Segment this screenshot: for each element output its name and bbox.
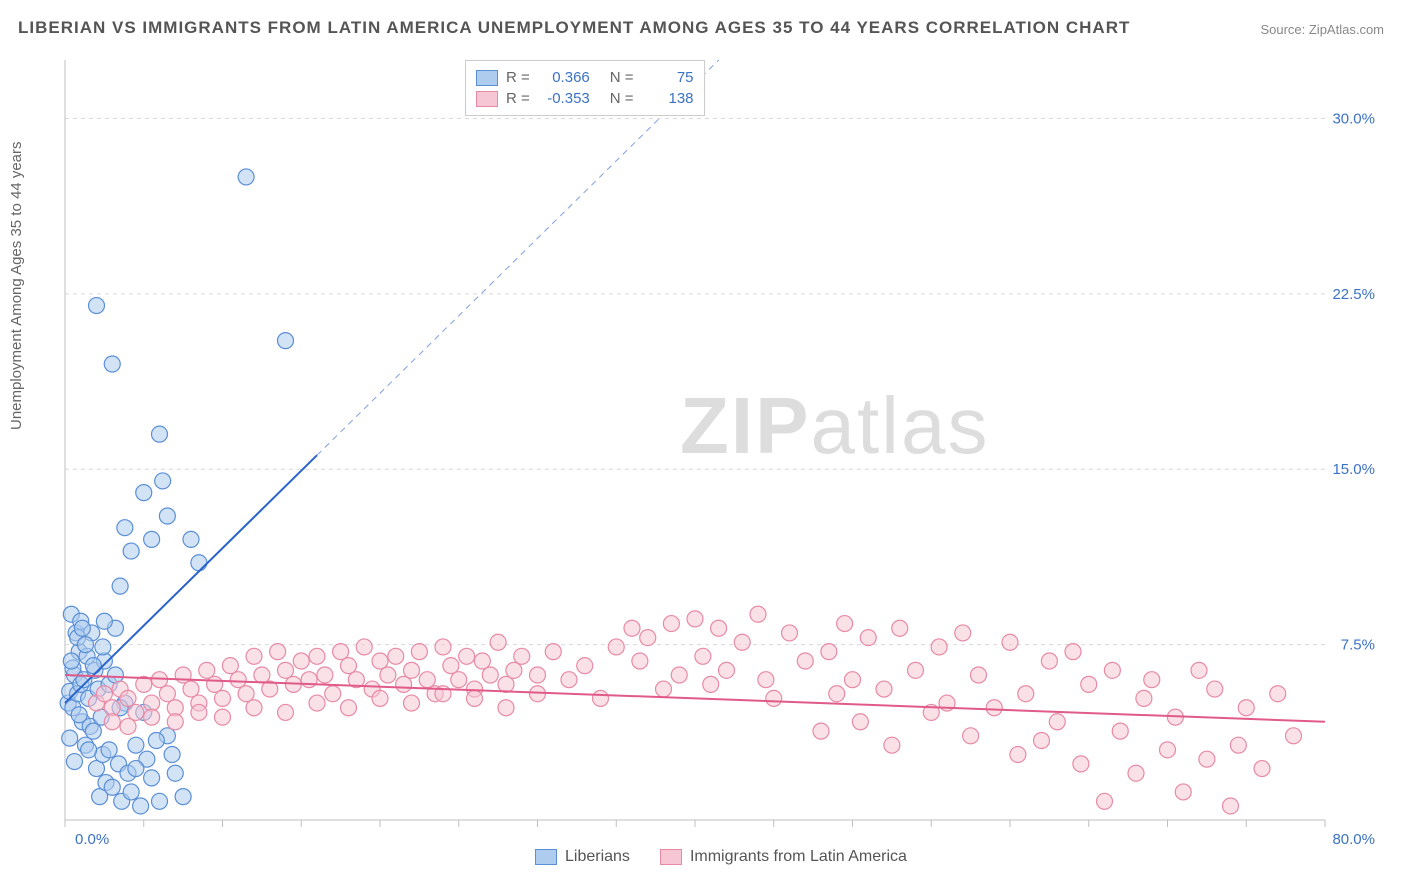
legend: Liberians Immigrants from Latin America (535, 848, 907, 866)
series-swatch (476, 70, 498, 86)
n-label: N = (610, 69, 634, 86)
legend-label: Liberians (565, 848, 630, 866)
chart-area: 7.5% 15.0% 22.5% 30.0% 0.0% 80.0% (55, 60, 1385, 850)
r-label: R = (506, 90, 530, 107)
r-label: R = (506, 69, 530, 86)
svg-text:30.0%: 30.0% (1332, 110, 1375, 127)
source-label: Source: ZipAtlas.com (1260, 22, 1384, 37)
svg-text:22.5%: 22.5% (1332, 286, 1375, 303)
legend-item: Immigrants from Latin America (660, 848, 907, 866)
svg-text:0.0%: 0.0% (75, 831, 109, 848)
n-value: 138 (642, 90, 694, 107)
legend-swatch (535, 849, 557, 865)
series-swatch (476, 91, 498, 107)
chart-title: LIBERIAN VS IMMIGRANTS FROM LATIN AMERIC… (18, 18, 1130, 38)
legend-label: Immigrants from Latin America (690, 848, 907, 866)
r-value: 0.366 (538, 69, 590, 86)
svg-text:80.0%: 80.0% (1332, 831, 1375, 848)
correlation-stats-box: R = 0.366 N = 75 R = -0.353 N = 138 (465, 60, 705, 116)
stats-row: R = -0.353 N = 138 (476, 88, 694, 109)
y-axis-label: Unemployment Among Ages 35 to 44 years (8, 141, 25, 430)
stats-row: R = 0.366 N = 75 (476, 67, 694, 88)
n-value: 75 (642, 69, 694, 86)
svg-text:7.5%: 7.5% (1341, 637, 1375, 654)
r-value: -0.353 (538, 90, 590, 107)
legend-item: Liberians (535, 848, 630, 866)
legend-swatch (660, 849, 682, 865)
scatter-chart: 7.5% 15.0% 22.5% 30.0% 0.0% 80.0% (55, 60, 1385, 850)
n-label: N = (610, 90, 634, 107)
svg-text:15.0%: 15.0% (1332, 461, 1375, 478)
